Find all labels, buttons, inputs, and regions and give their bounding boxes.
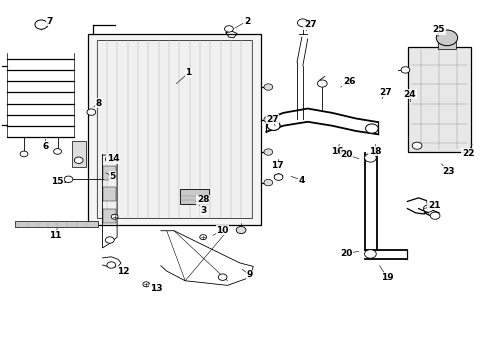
Bar: [407, 47, 469, 152]
Text: 12: 12: [117, 267, 129, 276]
Text: 2: 2: [244, 17, 249, 26]
Text: 4: 4: [298, 176, 304, 185]
Text: 27: 27: [303, 20, 316, 29]
Circle shape: [218, 274, 226, 280]
Circle shape: [20, 151, 28, 157]
Circle shape: [429, 212, 439, 219]
Text: 13: 13: [149, 284, 162, 293]
Circle shape: [264, 84, 272, 90]
Bar: [103, 208, 116, 223]
Circle shape: [35, 20, 47, 29]
Circle shape: [264, 116, 272, 123]
Circle shape: [224, 26, 233, 32]
Circle shape: [297, 19, 307, 27]
Circle shape: [435, 30, 457, 46]
Circle shape: [364, 154, 375, 162]
Text: 8: 8: [95, 99, 102, 108]
Circle shape: [54, 149, 61, 154]
Text: 5: 5: [109, 172, 115, 181]
Text: 22: 22: [461, 149, 473, 158]
Text: 11: 11: [48, 231, 61, 240]
Bar: [180, 189, 208, 204]
Bar: [103, 166, 116, 180]
Circle shape: [107, 262, 116, 268]
Circle shape: [64, 176, 73, 183]
Text: 19: 19: [380, 273, 392, 282]
Circle shape: [105, 156, 114, 162]
Text: 17: 17: [271, 161, 284, 170]
Circle shape: [105, 237, 114, 243]
Text: 26: 26: [342, 77, 355, 86]
Circle shape: [274, 174, 283, 180]
Text: 15: 15: [51, 177, 63, 186]
Text: 20: 20: [340, 150, 352, 159]
Circle shape: [200, 235, 206, 240]
Circle shape: [111, 214, 118, 219]
Circle shape: [423, 205, 432, 212]
Text: 9: 9: [245, 270, 252, 279]
Text: 25: 25: [432, 26, 445, 35]
Text: 14: 14: [107, 154, 119, 163]
Circle shape: [267, 121, 280, 130]
Text: 27: 27: [378, 88, 391, 97]
Text: 7: 7: [47, 17, 53, 26]
Circle shape: [87, 109, 96, 115]
Text: 6: 6: [42, 141, 48, 150]
Circle shape: [411, 142, 421, 149]
Circle shape: [317, 80, 326, 87]
Text: 23: 23: [442, 167, 454, 176]
Circle shape: [365, 124, 377, 133]
Text: 18: 18: [368, 147, 380, 156]
Bar: [437, 42, 455, 49]
Bar: [88, 33, 260, 225]
Bar: [15, 221, 98, 227]
Text: 27: 27: [266, 115, 279, 124]
Circle shape: [264, 179, 272, 186]
Circle shape: [264, 149, 272, 155]
Text: 28: 28: [197, 195, 209, 204]
Circle shape: [142, 282, 149, 287]
Circle shape: [236, 226, 245, 234]
Bar: [97, 40, 251, 218]
Text: 24: 24: [403, 90, 415, 99]
Circle shape: [74, 157, 83, 163]
Circle shape: [364, 249, 375, 258]
Bar: [72, 140, 85, 167]
Text: 3: 3: [200, 206, 206, 215]
Text: 20: 20: [340, 249, 352, 258]
Circle shape: [400, 67, 409, 73]
Text: 10: 10: [216, 225, 228, 234]
Text: 16: 16: [330, 147, 343, 156]
Bar: [103, 187, 116, 202]
Circle shape: [267, 121, 280, 130]
Text: 21: 21: [427, 201, 440, 210]
Text: 1: 1: [185, 68, 191, 77]
